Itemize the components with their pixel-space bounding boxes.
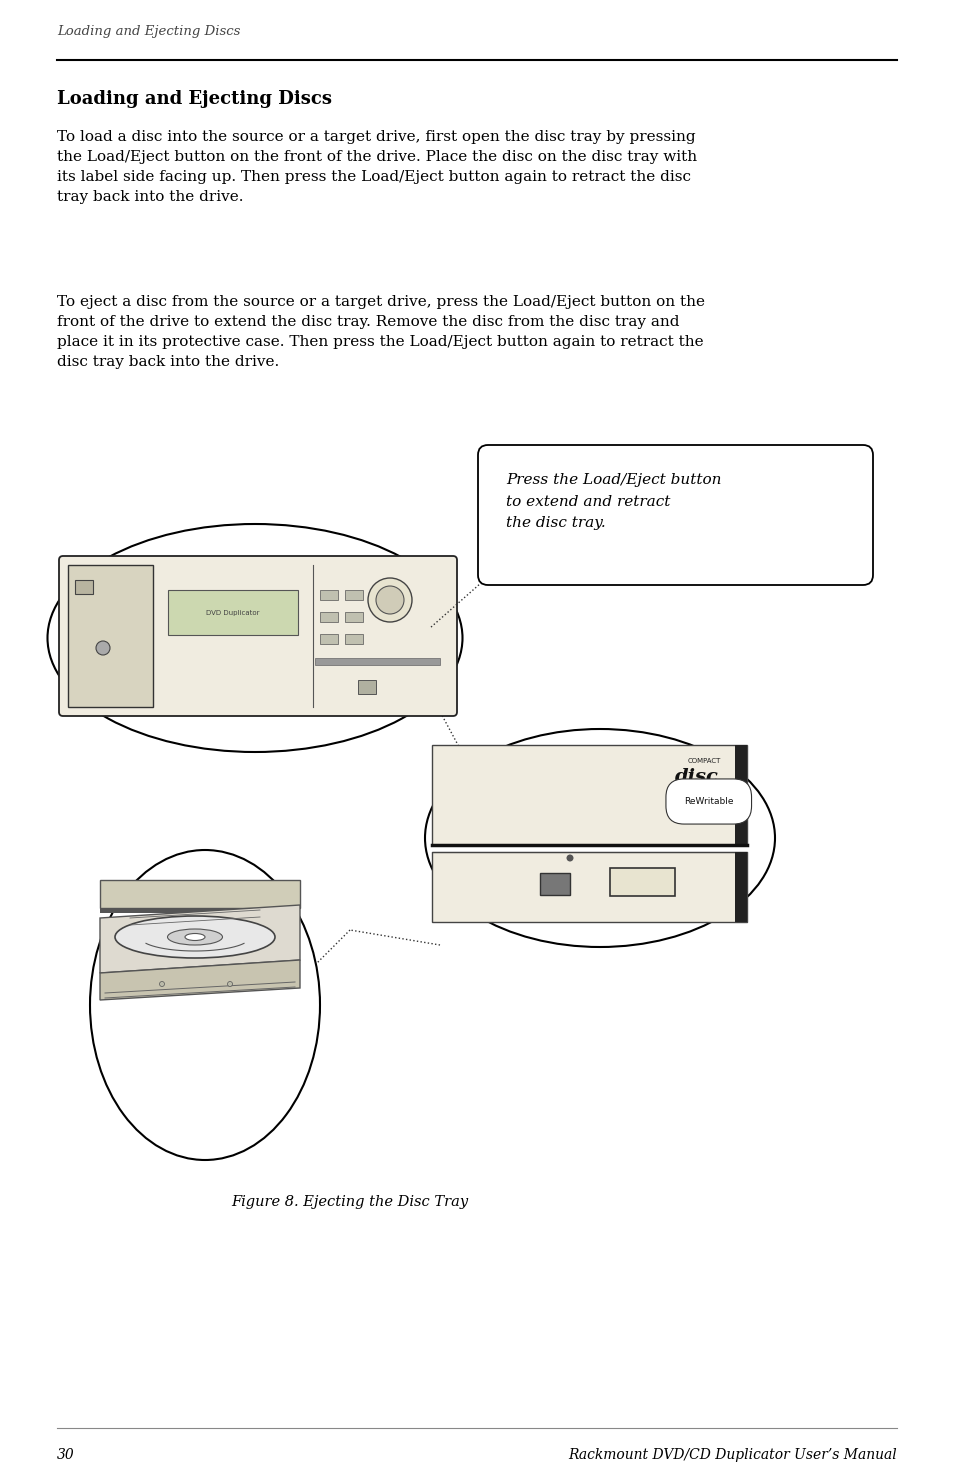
Bar [319,590,337,600]
Bar [609,867,675,895]
Text: Rackmount DVD/CD Duplicator User’s Manual: Rackmount DVD/CD Duplicator User’s Manua… [568,1448,896,1462]
Text: Press the Load/Eject button
to extend and retract
the disc tray.: Press the Load/Eject button to extend an… [505,473,720,531]
Circle shape [227,981,233,987]
Bar [168,590,297,636]
Text: COMPACT: COMPACT [687,758,720,764]
Text: disc: disc [675,768,719,786]
Bar [319,612,337,622]
Ellipse shape [424,729,774,947]
Circle shape [566,854,573,861]
Polygon shape [100,906,299,974]
Bar [734,745,746,845]
Bar [100,881,299,909]
Text: Figure 8. Ejecting the Disc Tray: Figure 8. Ejecting the Disc Tray [232,1195,468,1209]
Bar [75,580,92,594]
Circle shape [375,586,403,614]
Ellipse shape [115,916,274,957]
Text: DVD Duplicator: DVD Duplicator [206,611,259,617]
FancyBboxPatch shape [477,445,872,586]
Text: 30: 30 [57,1448,74,1462]
Text: ReWritable: ReWritable [683,796,733,805]
Bar [734,853,746,922]
FancyBboxPatch shape [59,556,456,715]
Bar [432,853,746,922]
Bar [345,634,363,645]
Bar [319,634,337,645]
Bar [345,590,363,600]
Text: To load a disc into the source or a target drive, first open the disc tray by pr: To load a disc into the source or a targ… [57,130,697,204]
Bar [432,745,746,845]
Text: Loading and Ejecting Discs: Loading and Ejecting Discs [57,25,240,38]
Bar [539,873,569,895]
Bar [100,909,299,913]
Circle shape [368,578,412,622]
Bar [68,565,152,707]
Polygon shape [100,960,299,1000]
Bar [314,658,439,665]
Text: To eject a disc from the source or a target drive, press the Load/Eject button o: To eject a disc from the source or a tar… [57,295,704,369]
Bar [357,680,375,695]
Ellipse shape [90,850,319,1159]
Circle shape [159,981,164,987]
Bar [345,612,363,622]
Circle shape [96,642,110,655]
Ellipse shape [48,524,462,752]
Ellipse shape [185,934,205,941]
Text: Loading and Ejecting Discs: Loading and Ejecting Discs [57,90,332,108]
Ellipse shape [168,929,222,945]
